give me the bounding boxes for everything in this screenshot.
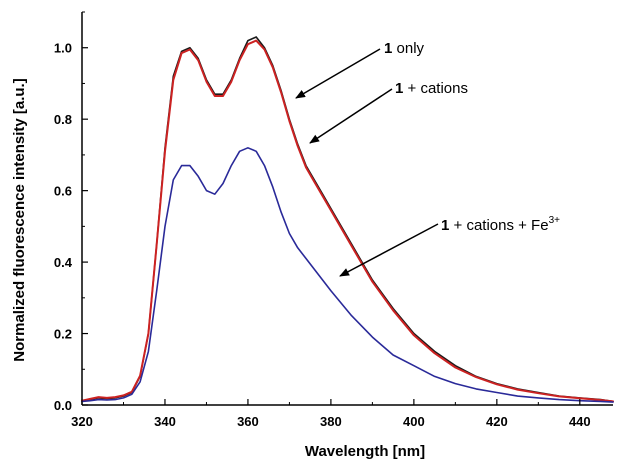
annotations: 1 only 1 + cations 1 + cations + Fe3+	[295, 40, 560, 277]
annotation-1-only: 1 only	[384, 40, 425, 57]
series-line-2	[81, 39, 614, 403]
x-tick-label: 440	[569, 414, 591, 429]
plot-area	[81, 12, 613, 406]
annotation-1-cations: 1 + cations	[395, 80, 468, 97]
annotation-arrow-1-only	[295, 48, 381, 99]
y-tick-label: 0.2	[54, 327, 72, 342]
y-tick-label: 0.8	[54, 112, 72, 127]
y-axis: 0.0 0.2 0.4 0.6 0.8 1.0	[54, 11, 88, 413]
y-tick-label: 0.6	[54, 184, 72, 199]
x-tick-label: 420	[486, 414, 508, 429]
x-axis: 320 340 360 380 400 420 440	[71, 399, 591, 429]
series-line-3	[81, 147, 614, 403]
x-tick-label: 320	[71, 414, 93, 429]
annotation-arrow-1-cations	[309, 88, 393, 144]
annotation-arrow-1-cations-fe	[339, 223, 439, 277]
y-tick-label: 1.0	[54, 41, 72, 56]
x-tick-label: 380	[320, 414, 342, 429]
x-tick-label: 360	[237, 414, 259, 429]
y-tick-label: 0.0	[54, 398, 72, 413]
x-tick-label: 400	[403, 414, 425, 429]
annotation-1-cations-fe: 1 + cations + Fe3+	[441, 215, 560, 234]
x-axis-title: Wavelength [nm]	[305, 443, 425, 460]
y-axis-title: Normalized fluorescence intensity [a.u.]	[11, 78, 28, 361]
x-tick-label: 340	[154, 414, 176, 429]
series-layer	[81, 36, 614, 403]
y-tick-label: 0.4	[54, 255, 73, 270]
